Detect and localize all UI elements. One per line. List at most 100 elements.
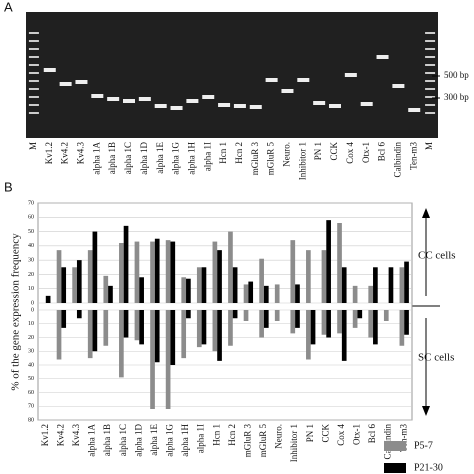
gel — [26, 12, 438, 138]
gel-band — [59, 82, 72, 86]
bar — [228, 310, 233, 346]
ladder-band — [425, 104, 436, 106]
bar — [368, 285, 374, 303]
y-tick-label: 10 — [28, 286, 34, 292]
lane-label: CCK — [329, 142, 339, 161]
bar — [61, 267, 67, 303]
bar — [243, 310, 249, 321]
bar — [165, 310, 171, 409]
gel-band — [186, 99, 199, 103]
bar — [108, 285, 113, 303]
bar — [87, 250, 93, 303]
ladder-band — [28, 64, 39, 66]
bar — [170, 310, 176, 365]
bar — [92, 231, 98, 303]
x-tick-label: Kv1.2 — [40, 424, 50, 446]
bar — [134, 241, 140, 303]
bar — [76, 260, 82, 303]
bar — [186, 310, 191, 319]
legend-swatch — [384, 463, 406, 473]
ladder-band — [28, 56, 39, 58]
gel-band — [233, 104, 246, 108]
y-tick-label: 70 — [28, 404, 34, 410]
lane-label: alpha 1B — [107, 142, 117, 174]
x-tick-label: Hcn 1 — [211, 424, 221, 446]
y-tick-label: 60 — [28, 215, 34, 221]
ladder-band — [28, 32, 39, 34]
gel-band — [360, 102, 373, 106]
ladder-band — [28, 112, 39, 114]
y-tick-label: 20 — [28, 335, 34, 341]
bar — [295, 310, 300, 328]
x-tick-label: alpha 1A — [87, 424, 97, 457]
bar — [388, 267, 394, 303]
bar — [404, 261, 409, 303]
bar — [259, 258, 264, 303]
bar — [56, 310, 62, 360]
group-label: SC cells — [418, 352, 454, 364]
gel-band — [91, 94, 104, 98]
ladder-band — [28, 72, 39, 74]
arrow-head — [422, 406, 430, 416]
lane-label: Kv4.2 — [60, 142, 70, 164]
lane-label: alpha 1H — [186, 142, 196, 175]
lane-label: PN 1 — [313, 142, 323, 160]
ladder-band — [425, 112, 436, 114]
bar — [119, 310, 124, 378]
lane-label: Inhibitor 1 — [297, 142, 307, 180]
ladder-band — [425, 80, 436, 82]
gel-band — [392, 84, 405, 88]
gel-band — [170, 106, 183, 110]
lane-label: M — [424, 142, 434, 150]
y-tick-label: 40 — [28, 362, 34, 368]
y-tick-label: 10 — [28, 321, 34, 327]
ladder-band — [425, 88, 436, 90]
ladder-band — [28, 48, 39, 50]
bar — [274, 284, 280, 303]
bar — [134, 310, 140, 341]
bar — [123, 225, 129, 303]
lane-label: alpha 1G — [171, 142, 181, 175]
x-tick-label: mGluR 5 — [258, 424, 268, 458]
lane-label: alpha 1E — [155, 142, 165, 174]
gel-band — [408, 108, 421, 112]
bar — [290, 240, 296, 303]
bar — [217, 250, 222, 303]
lane-label: mGluR 5 — [266, 142, 276, 176]
bar — [103, 310, 109, 346]
y-tick-label: 40 — [28, 243, 34, 249]
bar — [170, 241, 176, 303]
ladder-band — [425, 96, 436, 98]
bar — [201, 267, 207, 303]
gel-band — [43, 68, 56, 72]
x-tick-label: alpha 1H — [180, 424, 190, 457]
lane-label: alpha 1C — [123, 142, 133, 174]
lane-label: Ten-m3 — [408, 142, 418, 170]
x-tick-label: Hcn 2 — [227, 424, 237, 446]
panel-label: A — [4, 0, 13, 14]
y-tick-label: 70 — [28, 200, 34, 206]
gel-band — [313, 101, 326, 105]
legend-label: P21-30 — [414, 462, 443, 473]
x-tick-label: CCK — [320, 424, 330, 443]
bar — [61, 310, 67, 328]
gel-band — [202, 95, 215, 99]
bar — [337, 310, 342, 334]
bar — [45, 295, 51, 303]
x-tick-label: Bcl 6 — [367, 424, 377, 444]
y-tick-label: 30 — [28, 258, 34, 264]
bar — [368, 310, 374, 338]
gel-band — [281, 89, 294, 93]
bar — [259, 310, 264, 338]
bar — [326, 310, 331, 338]
gel-band — [344, 73, 357, 77]
bar — [404, 310, 409, 335]
legend-label: P5-7 — [414, 440, 433, 451]
lane-label: Otx-1 — [361, 142, 371, 163]
bar — [165, 240, 171, 303]
lane-label: Calbindin — [392, 142, 402, 178]
gel-band — [138, 97, 151, 101]
bar — [399, 310, 405, 346]
bar — [306, 250, 311, 303]
